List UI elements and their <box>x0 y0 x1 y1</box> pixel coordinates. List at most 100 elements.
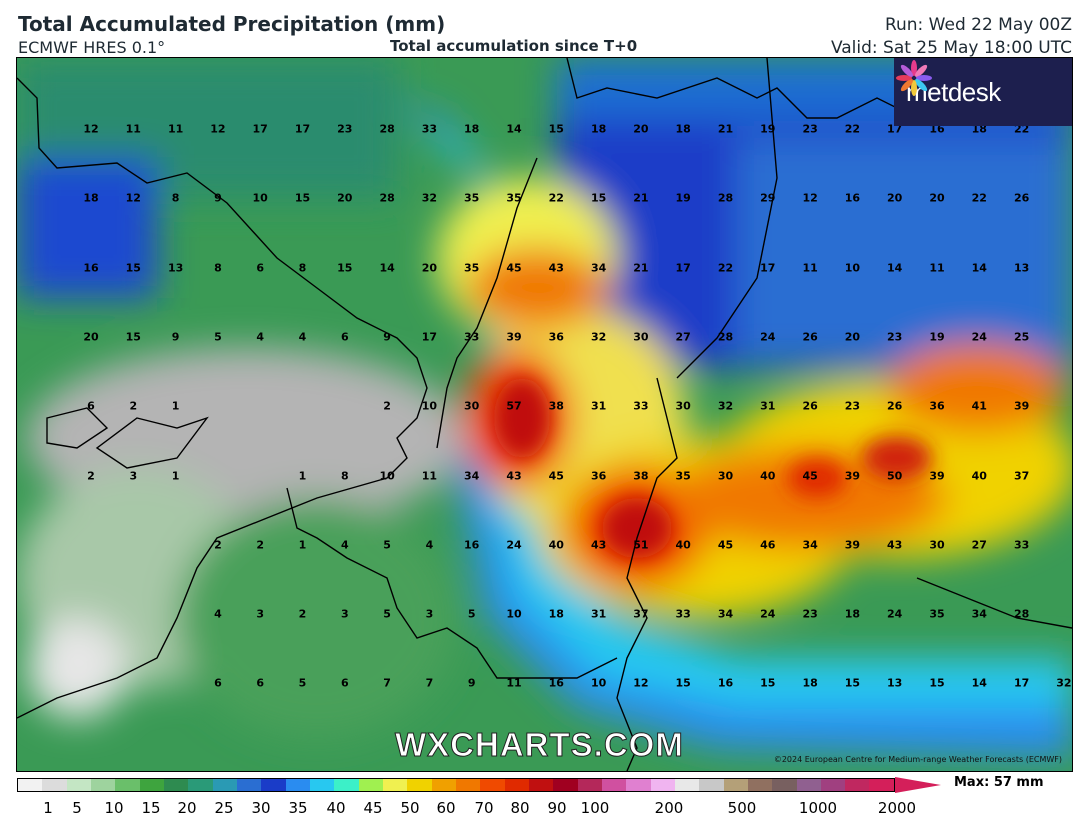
grid-value: 51 <box>633 538 649 552</box>
colorbar-segment <box>236 779 262 791</box>
colorbar-segment <box>796 779 821 791</box>
grid-value: 32 <box>717 399 734 413</box>
colorbar <box>17 778 895 792</box>
grid-value: 24 <box>971 330 987 344</box>
grid-value: 18 <box>590 122 607 136</box>
precipitation-field <box>17 58 1072 771</box>
grid-value: 17 <box>252 122 268 136</box>
grid-value: 8 <box>214 261 222 275</box>
grid-value: 14 <box>506 122 522 136</box>
grid-value: 29 <box>760 191 776 205</box>
colorbar-segment <box>261 779 286 791</box>
grid-value: 14 <box>971 676 987 690</box>
grid-value: 11 <box>929 261 945 275</box>
grid-value: 45 <box>506 261 522 275</box>
grid-value: 8 <box>171 191 180 205</box>
grid-value: 23 <box>844 399 861 413</box>
colorbar-tick-label: 200 <box>654 799 684 817</box>
grid-value: 35 <box>675 469 691 482</box>
grid-value: 6 <box>214 676 222 690</box>
grid-value: 11 <box>802 261 818 275</box>
grid-value: 10 <box>590 676 607 690</box>
colorbar-tick-label: 25 <box>214 799 234 817</box>
grid-value: 33 <box>1013 538 1030 552</box>
colorbar-segment <box>42 779 67 791</box>
grid-value: 32 <box>421 191 438 205</box>
grid-value: 2 <box>383 399 391 413</box>
metdesk-logo-text: metdesk <box>906 76 1001 107</box>
grid-value: 15 <box>337 261 353 275</box>
grid-value: 34 <box>802 538 818 552</box>
grid-value: 10 <box>252 191 268 205</box>
grid-value: 5 <box>383 607 391 621</box>
grid-value: 6 <box>340 676 349 690</box>
grid-value: 5 <box>214 330 222 344</box>
colorbar-segment <box>723 779 748 791</box>
grid-value: 16 <box>464 538 480 552</box>
grid-value: 28 <box>379 122 395 136</box>
colorbar-segment <box>869 779 894 791</box>
grid-value: 2 <box>214 538 222 552</box>
colorbar-segment <box>674 779 700 791</box>
grid-value: 36 <box>548 330 564 344</box>
grid-value: 6 <box>256 261 265 275</box>
grid-value: 13 <box>1013 261 1030 275</box>
grid-value: 12 <box>210 122 226 136</box>
colorbar-tick-label: 80 <box>510 799 530 817</box>
grid-value: 7 <box>425 676 434 690</box>
grid-value: 28 <box>1013 607 1030 621</box>
grid-value: 20 <box>337 191 353 205</box>
grid-value: 2 <box>87 469 95 482</box>
grid-value: 5 <box>298 676 307 690</box>
grid-value: 15 <box>125 261 141 275</box>
grid-value: 28 <box>717 330 734 344</box>
grid-value: 40 <box>675 538 691 552</box>
colorbar-segment <box>431 779 456 791</box>
colorbar-tick-label: 90 <box>547 799 567 817</box>
grid-value: 35 <box>464 191 480 205</box>
grid-value: 22 <box>844 122 861 136</box>
grid-value: 33 <box>633 399 649 413</box>
colorbar-tick-label: 5 <box>72 799 82 817</box>
precipitation-map: 12 11 11 12 17 17 23 28 33 18 14 15 18 20 18 21 19 23 22 17… <box>16 57 1073 772</box>
colorbar-segment <box>504 779 529 791</box>
colorbar-tick-label: 45 <box>363 799 383 817</box>
grid-value: 15 <box>675 676 691 690</box>
colorbar-segment <box>528 779 554 791</box>
grid-value: 16 <box>548 676 564 690</box>
grid-value: 14 <box>971 261 987 275</box>
grid-value: 22 <box>548 191 564 205</box>
grid-value: 20 <box>421 261 438 275</box>
grid-value: 10 <box>379 469 395 482</box>
grid-value: 9 <box>171 330 180 344</box>
grid-value: 2 <box>256 538 265 552</box>
colorbar-segment <box>480 779 505 791</box>
grid-value: 31 <box>590 607 607 621</box>
grid-value: 40 <box>548 538 564 552</box>
grid-value: 11 <box>421 469 438 482</box>
colorbar-tick-label: 1000 <box>798 799 838 817</box>
colorbar-tick-label: 50 <box>400 799 420 817</box>
grid-value: 36 <box>929 399 945 413</box>
grid-value: 18 <box>464 122 480 136</box>
grid-value: 4 <box>298 330 307 344</box>
grid-value: 28 <box>379 191 395 205</box>
colorbar-segment <box>699 779 724 791</box>
grid-value: 30 <box>717 469 734 482</box>
grid-value: 39 <box>929 469 945 482</box>
grid-value: 30 <box>464 399 480 413</box>
grid-value: 40 <box>971 469 987 482</box>
grid-value: 8 <box>340 469 349 482</box>
grid-value: 23 <box>337 122 353 136</box>
chart-title: Total Accumulated Precipitation (mm) <box>18 12 446 36</box>
grid-value: 20 <box>83 330 99 344</box>
grid-value: 31 <box>590 399 607 413</box>
grid-value: 13 <box>887 676 903 690</box>
colorbar-segment <box>18 779 43 791</box>
grid-value: 1 <box>298 469 307 482</box>
grid-value: 34 <box>717 607 734 621</box>
grid-value: 34 <box>971 607 987 621</box>
colorbar-segment <box>139 779 164 791</box>
model-label: ECMWF HRES 0.1° <box>18 38 166 57</box>
grid-value: 26 <box>802 399 818 413</box>
